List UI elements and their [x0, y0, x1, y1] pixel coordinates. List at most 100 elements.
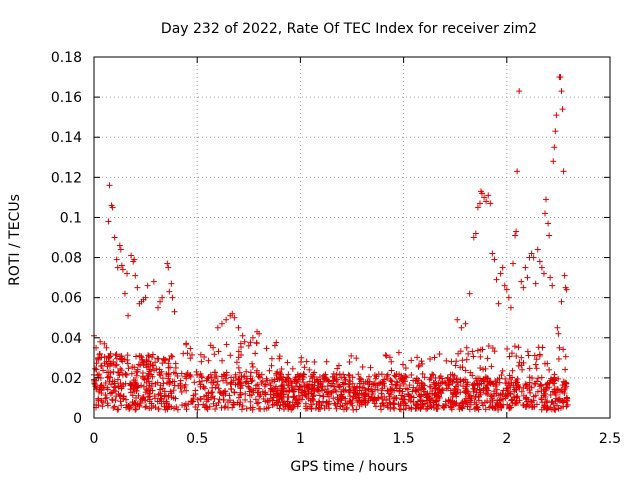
data-point [112, 397, 119, 404]
data-point [206, 403, 213, 410]
data-point [123, 404, 130, 411]
data-point [213, 381, 220, 388]
data-point [201, 385, 208, 392]
data-point [370, 396, 377, 403]
data-point [531, 352, 538, 359]
data-point [184, 350, 191, 357]
data-point [273, 370, 280, 377]
data-point [514, 168, 521, 175]
data-point [563, 380, 570, 387]
data-point [546, 366, 553, 373]
data-point [562, 353, 569, 360]
data-point [145, 386, 152, 393]
data-point [247, 369, 254, 376]
data-points [91, 74, 571, 413]
data-point [420, 391, 427, 398]
data-point [420, 403, 427, 410]
data-point [133, 387, 140, 394]
data-point [121, 290, 128, 297]
data-point [168, 352, 175, 359]
data-point [175, 382, 182, 389]
data-point [481, 194, 488, 201]
data-point [384, 371, 391, 378]
data-point [149, 351, 156, 358]
data-point [109, 204, 116, 211]
data-point [168, 390, 175, 397]
data-point [334, 365, 341, 372]
data-point [555, 355, 562, 362]
data-point [311, 358, 318, 365]
data-point [433, 398, 440, 405]
data-point [353, 355, 360, 362]
data-point [159, 385, 166, 392]
data-point [543, 405, 550, 412]
data-point [265, 404, 272, 411]
data-point [397, 402, 404, 409]
data-point [104, 374, 111, 381]
data-point [95, 356, 102, 363]
data-point [125, 312, 132, 319]
data-point [119, 266, 126, 273]
data-point [452, 390, 459, 397]
data-point [113, 256, 120, 263]
y-tick-label: 0.08 [51, 251, 82, 267]
data-point [253, 369, 260, 376]
data-point [353, 406, 360, 413]
data-point [123, 371, 130, 378]
y-tick-label: 0.02 [51, 371, 82, 387]
data-point [124, 352, 131, 359]
data-point [554, 324, 561, 331]
data-point [243, 405, 250, 412]
data-point [384, 375, 391, 382]
data-point [226, 392, 233, 399]
data-point [144, 387, 151, 394]
data-point [474, 204, 481, 211]
data-point [304, 405, 311, 412]
data-point [193, 368, 200, 375]
data-point [540, 270, 547, 277]
data-point [392, 382, 399, 389]
data-point [458, 405, 465, 412]
data-point [116, 242, 123, 249]
data-point [400, 406, 407, 413]
data-point [171, 308, 178, 315]
data-point [147, 366, 154, 373]
data-point [536, 258, 543, 265]
data-point [513, 228, 520, 235]
data-point [148, 383, 155, 390]
data-point [470, 234, 477, 241]
data-point [484, 391, 491, 398]
data-point [507, 391, 514, 398]
data-point [111, 378, 118, 385]
data-point [100, 367, 107, 374]
data-point [537, 381, 544, 388]
data-point [482, 406, 489, 413]
data-point [479, 346, 486, 353]
data-point [231, 389, 238, 396]
data-point [270, 394, 277, 401]
data-point [257, 405, 264, 412]
chart-title: Day 232 of 2022, Rate Of TEC Index for r… [161, 21, 537, 37]
data-point [326, 398, 333, 405]
data-point [106, 182, 113, 189]
data-point [144, 282, 151, 289]
data-point [238, 344, 245, 351]
data-point [430, 399, 437, 406]
data-point [161, 393, 168, 400]
data-point [295, 400, 302, 407]
data-point [542, 381, 549, 388]
data-point [525, 352, 532, 359]
data-point [248, 378, 255, 385]
data-point [118, 262, 125, 269]
data-point [330, 377, 337, 384]
data-point [383, 352, 390, 359]
data-point [323, 358, 330, 365]
data-point [300, 371, 307, 378]
data-point [543, 399, 550, 406]
data-point [355, 371, 362, 378]
data-point [511, 343, 518, 350]
data-point [276, 405, 283, 412]
data-point [301, 364, 308, 371]
data-point [215, 385, 222, 392]
data-point [228, 374, 235, 381]
